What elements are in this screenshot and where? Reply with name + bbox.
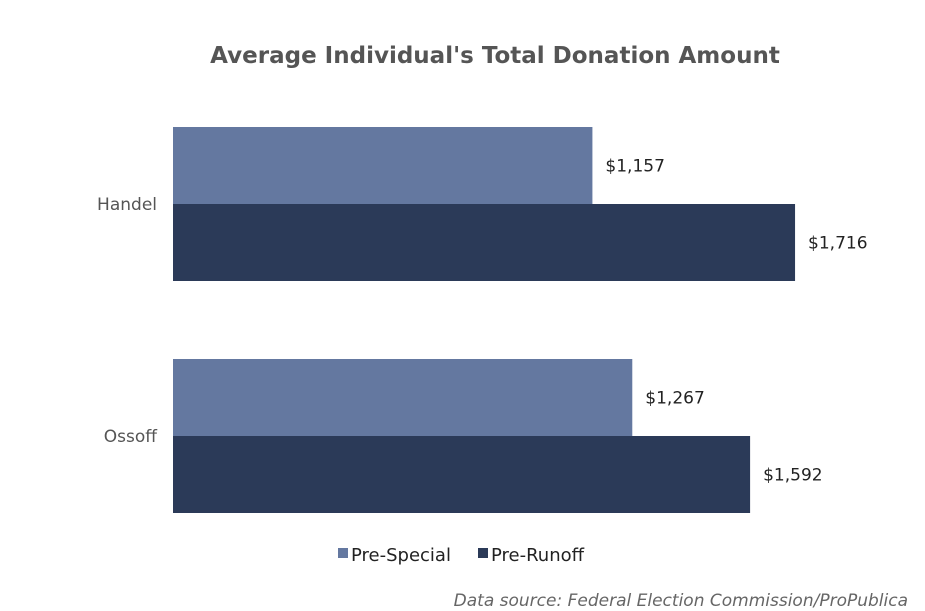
data-label-ossoff-pre-special: $1,267 [645,389,704,409]
legend-swatch-pre-special [338,548,348,558]
category-label-handel: Handel [97,195,157,215]
bar-handel-pre-special [173,127,593,204]
plot-area: Handel $1,157 $1,716 Ossoff $1,267 $1,592 [97,127,868,513]
chart-title: Average Individual's Total Donation Amou… [210,43,780,69]
bar-handel-pre-runoff [173,204,796,281]
data-label-ossoff-pre-runoff: $1,592 [763,466,822,486]
legend: Pre-Special Pre-Runoff [338,545,585,566]
legend-swatch-pre-runoff [478,548,488,558]
category-label-ossoff: Ossoff [104,427,158,447]
legend-label-pre-special: Pre-Special [351,545,451,566]
data-label-handel-pre-special: $1,157 [605,157,664,177]
data-source-note: Data source: Federal Election Commission… [454,591,908,611]
bar-ossoff-pre-special [173,359,633,436]
legend-label-pre-runoff: Pre-Runoff [491,545,585,566]
data-label-handel-pre-runoff: $1,716 [808,234,867,254]
bar-ossoff-pre-runoff [173,436,751,513]
